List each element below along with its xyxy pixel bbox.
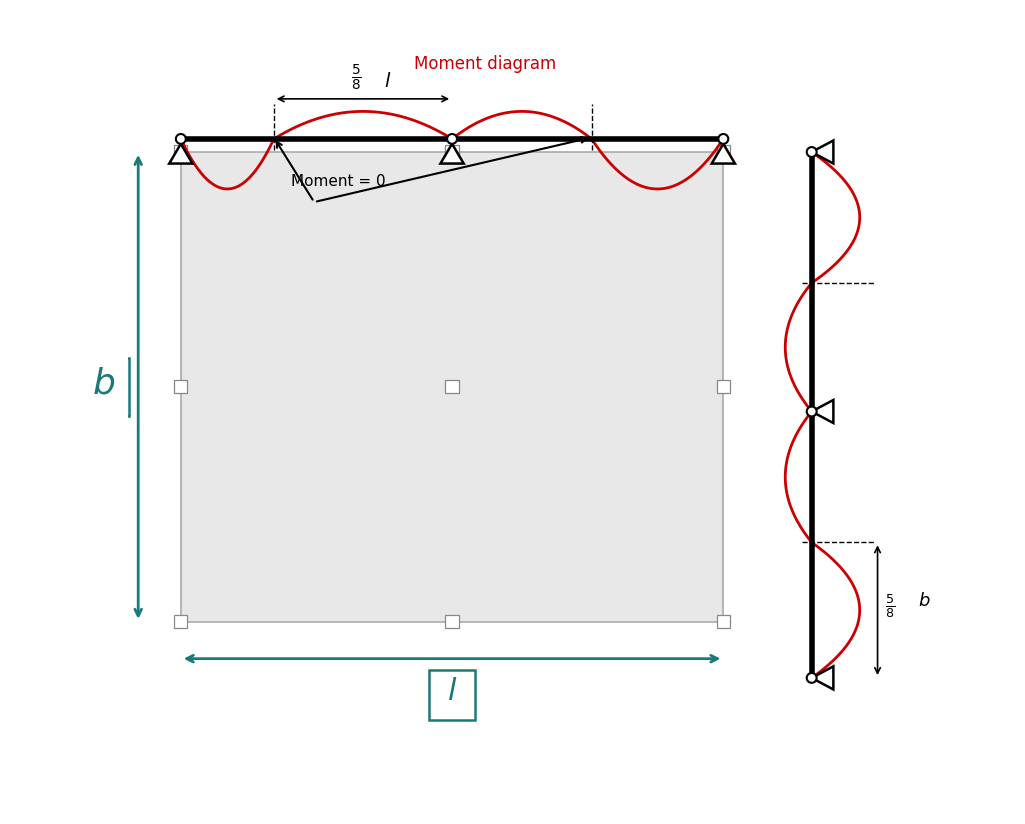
Circle shape — [807, 406, 817, 416]
Text: $l$: $l$ — [384, 73, 392, 91]
Text: $b$: $b$ — [91, 367, 115, 400]
Polygon shape — [169, 144, 193, 163]
Bar — [174, 146, 188, 158]
FancyBboxPatch shape — [429, 670, 475, 719]
Bar — [446, 146, 458, 158]
Bar — [716, 381, 730, 393]
FancyBboxPatch shape — [78, 358, 129, 416]
Text: Moment = 0: Moment = 0 — [291, 174, 385, 189]
Polygon shape — [711, 144, 735, 163]
Bar — [446, 616, 458, 628]
Text: $\frac{5}{8}$: $\frac{5}{8}$ — [352, 63, 362, 93]
Bar — [716, 616, 730, 628]
Bar — [716, 146, 730, 158]
Bar — [446, 381, 458, 393]
Circle shape — [176, 134, 186, 144]
Bar — [180, 152, 724, 622]
Text: $\frac{5}{8}$: $\frac{5}{8}$ — [886, 592, 895, 620]
Polygon shape — [441, 144, 463, 163]
Text: Moment diagram: Moment diagram — [413, 55, 556, 73]
Polygon shape — [812, 400, 833, 423]
Circle shape — [807, 147, 817, 157]
Bar — [174, 381, 188, 393]
Text: $b$: $b$ — [917, 592, 931, 610]
Polygon shape — [812, 667, 833, 690]
Circle shape — [719, 134, 729, 144]
Text: $l$: $l$ — [447, 677, 457, 706]
Circle shape — [807, 673, 817, 683]
Circle shape — [447, 134, 457, 144]
Bar — [174, 616, 188, 628]
Polygon shape — [812, 140, 833, 163]
